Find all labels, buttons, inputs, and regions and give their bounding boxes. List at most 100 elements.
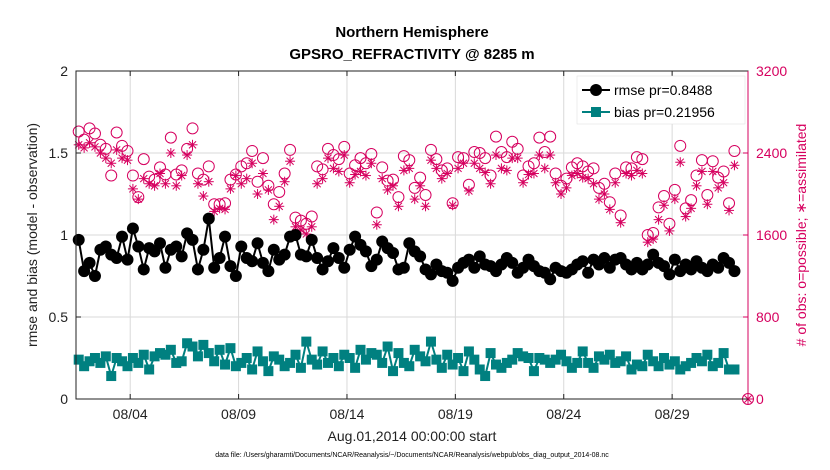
bias-point [637, 361, 648, 372]
bias-point [534, 353, 545, 363]
bias-point [393, 348, 404, 359]
bias-point [572, 357, 583, 368]
bias-point [523, 353, 534, 363]
rmse-point [359, 245, 372, 258]
bias-point [355, 344, 366, 355]
rmse-point [468, 261, 481, 274]
assimilated-obs-point [268, 214, 279, 225]
rmse-point [186, 233, 199, 246]
assimilated-obs-point [415, 180, 426, 191]
bias-point [79, 361, 90, 372]
bias-point [111, 353, 122, 363]
y-tick-label: 1 [60, 227, 68, 243]
y2-tick-label: 3200 [756, 63, 787, 79]
bias-point [528, 366, 539, 377]
assimilated-obs-point [561, 182, 572, 193]
bias-point [545, 357, 556, 368]
rmse-point [598, 251, 611, 264]
possible-obs-point [490, 130, 502, 143]
bias-point [669, 356, 680, 367]
rmse-point [343, 243, 356, 256]
assimilated-obs-point [599, 189, 610, 199]
rmse-point [641, 258, 654, 271]
assimilated-obs-point [539, 163, 550, 174]
axis-ticks: 08/04 08/09 08/14 08/19 08/24 08/29 0 0.5 1 1.5 2 0… [49, 63, 788, 422]
assimilated-obs-point [702, 199, 713, 210]
bias-point [230, 361, 241, 372]
bias-point [398, 357, 409, 368]
assimilated-obs-point [285, 156, 296, 167]
assimilated-obs-point [675, 157, 686, 168]
bias-point [209, 356, 220, 367]
rmse-point [327, 242, 340, 255]
possible-obs-point [284, 143, 297, 156]
rmse-point [668, 253, 681, 266]
x-tick-label: 08/14 [329, 406, 364, 422]
bias-point [377, 357, 388, 368]
bias-point [171, 357, 182, 368]
bias-point [138, 349, 149, 360]
assimilated-obs-point [686, 203, 697, 214]
bias-point [122, 361, 133, 372]
assimilated-obs-point [393, 201, 404, 212]
bias-point [496, 362, 507, 373]
bias-point [664, 359, 675, 370]
assimilated-obs-point [388, 180, 399, 191]
assimilated-obs-point [371, 219, 382, 230]
y-tick-label: 2 [60, 63, 68, 79]
rmse-point [300, 250, 313, 263]
assimilated-obs-point [669, 194, 680, 205]
x-tick-label: 08/24 [546, 406, 581, 422]
bias-point [285, 357, 296, 368]
possible-obs-point [246, 144, 259, 157]
rmse-point [397, 261, 410, 274]
y2-tick-label: 2400 [756, 145, 787, 161]
rmse-point [154, 237, 166, 250]
assimilated-obs-point [252, 189, 263, 199]
bias-point [436, 362, 447, 373]
bias-point [382, 341, 393, 352]
data-file-footnote: data file: /Users/gharamti/Documents/NCA… [215, 452, 609, 459]
assimilated-obs-point [111, 144, 122, 155]
assimilated-obs-point [89, 141, 100, 152]
assimilated-obs-point [556, 189, 567, 199]
legend-box [576, 75, 746, 125]
rmse-point [72, 233, 85, 246]
possible-obs-point [419, 189, 432, 202]
assimilated-obs-point [534, 150, 545, 161]
bias-point [561, 356, 572, 367]
bias-point [425, 336, 436, 347]
possible-obs-point [630, 151, 643, 164]
bias-point [642, 349, 653, 360]
bias-point [274, 354, 285, 365]
possible-obs-point [256, 152, 269, 165]
bias-point [653, 361, 664, 372]
bias-point [474, 364, 485, 375]
possible-obs-point [452, 151, 465, 164]
assimilated-obs-point [696, 166, 707, 177]
y-tick-label: 1.5 [49, 145, 69, 161]
assimilated-obs-point [512, 153, 523, 164]
assimilated-obs-point [127, 183, 138, 194]
assimilated-obs-point [664, 225, 675, 236]
bias-point [84, 356, 95, 367]
possible-obs-point [370, 206, 383, 219]
assimilated-obs-point [317, 173, 328, 184]
assimilated-obs-point [192, 178, 203, 189]
assimilated-obs-point [133, 194, 144, 205]
bias-point [626, 364, 637, 375]
rmse-point [544, 273, 557, 286]
bias-point [539, 354, 550, 365]
rmse-point [267, 243, 280, 256]
rmse-point [110, 251, 123, 264]
rmse-point [197, 243, 210, 256]
bias-point [290, 349, 301, 360]
bias-point [133, 357, 144, 368]
assimilated-obs-point [382, 184, 393, 195]
bias-point [117, 356, 128, 367]
assimilated-obs-point [458, 158, 469, 169]
y-axis-label: rmse and bias (model - observation) [24, 123, 40, 347]
y-tick-label: 0.5 [49, 309, 69, 325]
bias-point [388, 366, 399, 377]
assimilated-obs-point [545, 150, 556, 161]
